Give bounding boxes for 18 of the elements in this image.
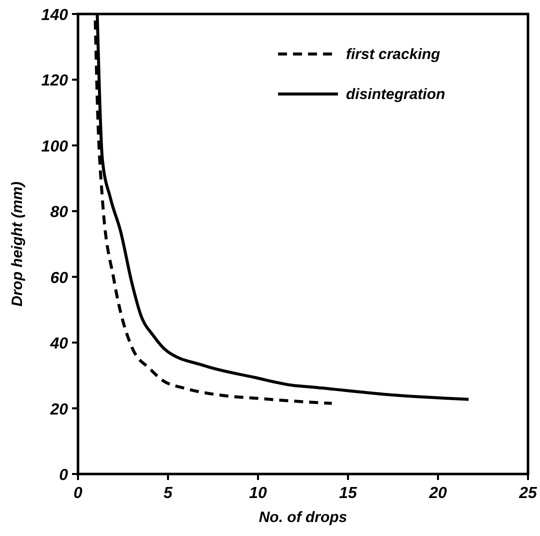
- x-tick-label: 5: [164, 485, 174, 502]
- y-tick-label: 120: [41, 72, 68, 90]
- y-tick-label: 100: [41, 138, 68, 156]
- y-tick-label: 20: [49, 401, 68, 418]
- legend-label: first cracking: [346, 46, 440, 63]
- y-tick-label: 140: [41, 7, 68, 24]
- legend-label: disintegration: [346, 86, 446, 103]
- y-tick-label: 60: [50, 270, 68, 287]
- x-tick-label: 20: [428, 485, 447, 502]
- y-tick-label: 0: [59, 467, 68, 484]
- x-axis-title: No. of drops: [258, 509, 348, 526]
- x-tick-label: 25: [518, 485, 538, 502]
- x-tick-label: 15: [339, 485, 358, 502]
- y-axis-title: Drop height (mm): [9, 182, 26, 306]
- x-tick-label: 0: [74, 485, 83, 502]
- y-tick-label: 40: [49, 336, 68, 353]
- x-tick-label: 10: [249, 485, 267, 502]
- y-tick-label: 80: [50, 204, 68, 222]
